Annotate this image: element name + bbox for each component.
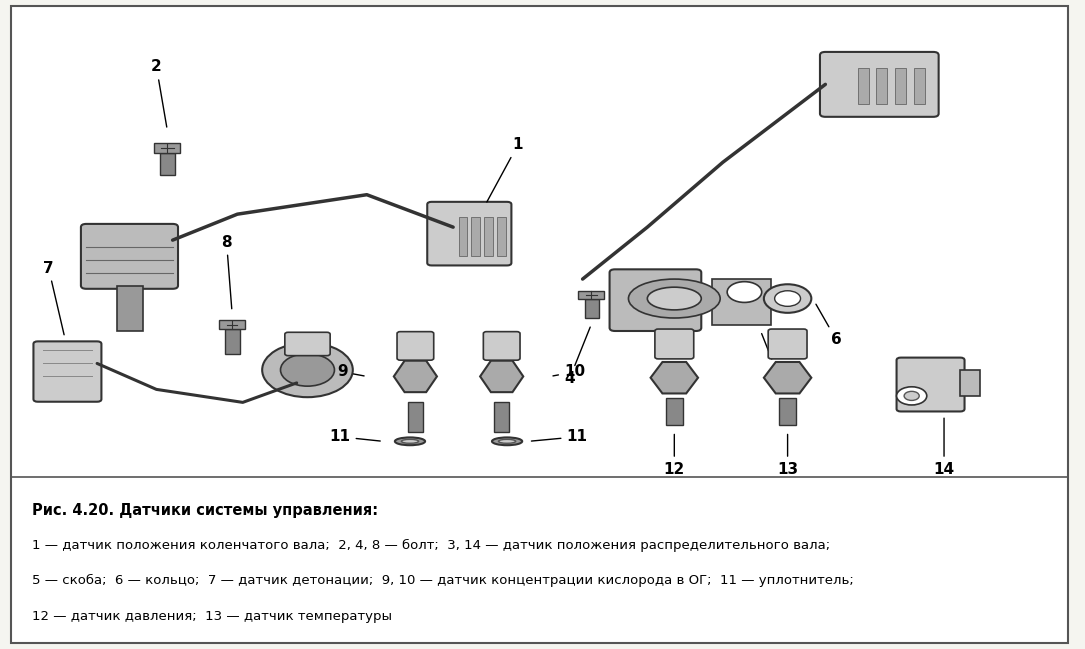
Bar: [459, 217, 468, 256]
Bar: [494, 402, 509, 432]
Text: 1: 1: [487, 138, 523, 202]
Bar: [960, 370, 980, 396]
FancyBboxPatch shape: [768, 329, 807, 359]
Ellipse shape: [498, 439, 515, 443]
Text: 13: 13: [777, 434, 799, 477]
Text: 7: 7: [43, 261, 64, 335]
Bar: [497, 217, 506, 256]
Bar: [484, 217, 493, 256]
Circle shape: [263, 343, 353, 397]
Text: Рис. 4.20. Датчики системы управления:: Рис. 4.20. Датчики системы управления:: [33, 503, 379, 518]
Text: 2: 2: [151, 60, 167, 127]
Circle shape: [775, 291, 801, 306]
Text: 1 — датчик положения коленчатого вала;  2, 4, 8 — болт;  3, 14 — датчик положени: 1 — датчик положения коленчатого вала; 2…: [33, 539, 830, 552]
Text: 8: 8: [221, 235, 232, 309]
Polygon shape: [394, 361, 437, 392]
Text: 12 — датчик давления;  13 — датчик температуры: 12 — датчик давления; 13 — датчик темпер…: [33, 610, 393, 623]
Text: 14: 14: [933, 418, 955, 477]
Text: 11: 11: [532, 430, 587, 445]
Bar: [159, 153, 175, 175]
FancyBboxPatch shape: [896, 358, 965, 411]
FancyBboxPatch shape: [285, 332, 330, 356]
Bar: [876, 68, 886, 104]
FancyBboxPatch shape: [483, 332, 520, 360]
Ellipse shape: [628, 279, 720, 318]
FancyBboxPatch shape: [712, 279, 771, 324]
Text: 4: 4: [564, 327, 590, 386]
Circle shape: [896, 387, 927, 405]
Bar: [585, 299, 599, 318]
Bar: [895, 68, 906, 104]
Bar: [914, 68, 924, 104]
Bar: [472, 217, 480, 256]
FancyBboxPatch shape: [655, 329, 693, 359]
Bar: [858, 68, 868, 104]
Bar: [578, 291, 604, 299]
Circle shape: [764, 284, 812, 313]
Ellipse shape: [401, 439, 419, 443]
Bar: [116, 286, 143, 331]
Text: 10: 10: [553, 365, 585, 380]
FancyBboxPatch shape: [820, 52, 939, 117]
Bar: [666, 398, 682, 425]
FancyBboxPatch shape: [427, 202, 511, 265]
FancyBboxPatch shape: [34, 341, 101, 402]
Text: 5 — скоба;  6 — кольцо;  7 — датчик детонации;  9, 10 — датчик концентрации кисл: 5 — скоба; 6 — кольцо; 7 — датчик детона…: [33, 574, 854, 587]
FancyBboxPatch shape: [610, 269, 701, 331]
Ellipse shape: [648, 287, 701, 310]
Text: 9: 9: [337, 365, 365, 380]
Text: 12: 12: [664, 434, 685, 477]
Bar: [408, 402, 423, 432]
Circle shape: [281, 354, 334, 386]
Bar: [219, 320, 245, 329]
FancyBboxPatch shape: [81, 224, 178, 289]
Ellipse shape: [395, 437, 425, 445]
Circle shape: [727, 282, 762, 302]
Ellipse shape: [492, 437, 522, 445]
Polygon shape: [651, 362, 698, 393]
Text: 11: 11: [330, 430, 380, 445]
Polygon shape: [480, 361, 523, 392]
Bar: [226, 329, 240, 354]
Text: 5: 5: [762, 334, 782, 380]
Polygon shape: [764, 362, 812, 393]
FancyBboxPatch shape: [397, 332, 434, 360]
Circle shape: [904, 391, 919, 400]
Text: 6: 6: [816, 304, 842, 347]
Bar: [154, 143, 180, 153]
Bar: [779, 398, 796, 425]
